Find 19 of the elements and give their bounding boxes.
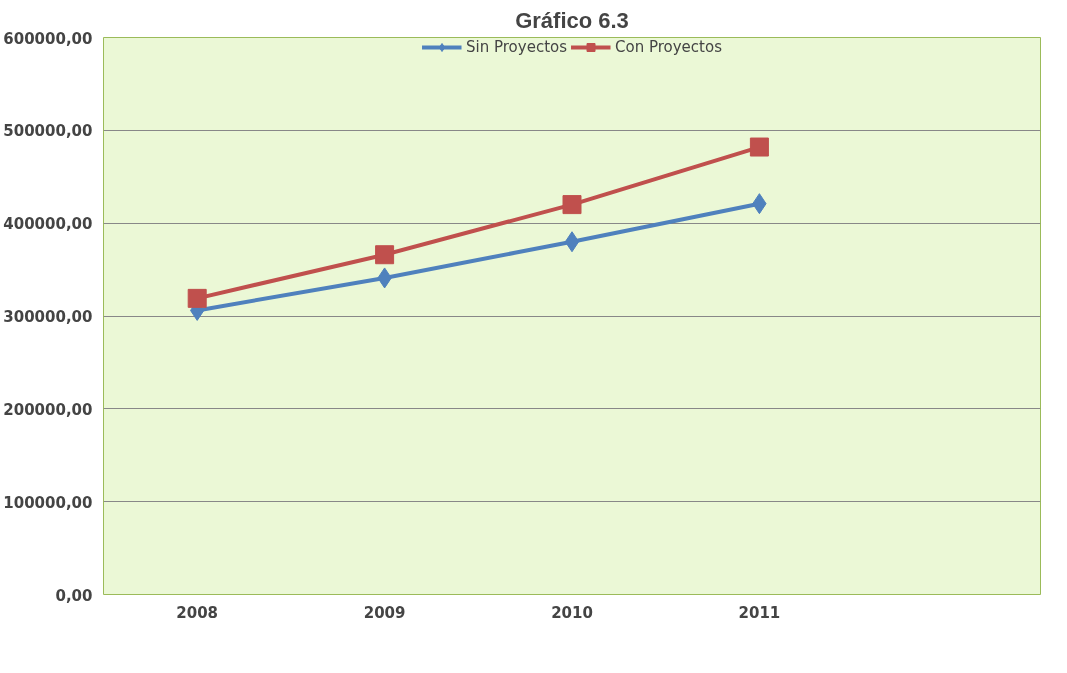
point: [749, 137, 769, 157]
point: [375, 245, 395, 265]
x-tick-label: 2008: [176, 603, 219, 622]
y-tick-label: 200000,00: [3, 400, 93, 419]
y-tick-label: 600000,00: [3, 29, 93, 48]
chart-title: Gráfico 6.3: [515, 7, 629, 33]
y-tick-label: 500000,00: [3, 122, 93, 141]
point: [564, 231, 580, 253]
point: [562, 195, 582, 215]
legend-label: Con Proyectos: [615, 38, 722, 56]
legend-label: Sin Proyectos: [466, 38, 568, 56]
y-tick-label: 0,00: [55, 586, 93, 605]
x-tick-label: 2010: [551, 603, 593, 622]
y-tick-label: 100000,00: [3, 493, 93, 512]
y-tick-label: 300000,00: [3, 308, 93, 326]
y-tick-label: 400000,00: [3, 215, 93, 234]
point: [187, 288, 207, 308]
x-tick-label: 2011: [738, 603, 781, 622]
x-tick-label: 2009: [363, 603, 406, 622]
